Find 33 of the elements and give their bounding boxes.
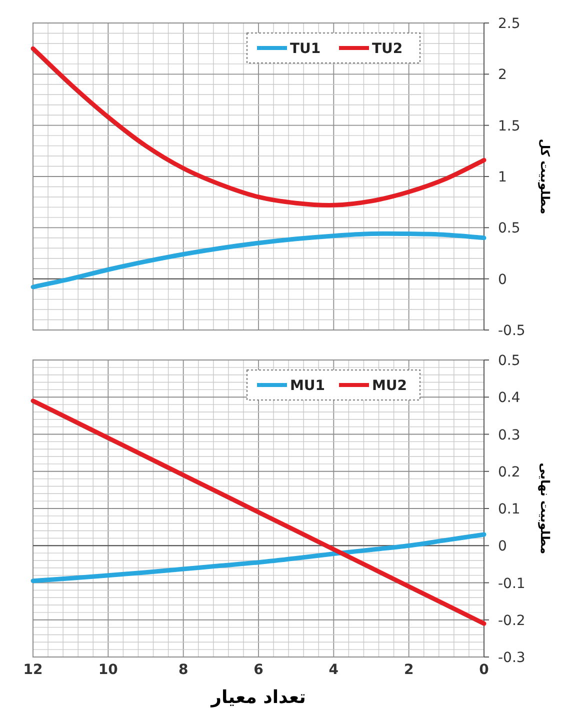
y-tick-label: 0	[498, 272, 507, 288]
line-series	[30, 231, 486, 290]
x-axis-title: تعداد معیار	[210, 687, 306, 708]
x-tick-label: 0	[479, 662, 490, 678]
y-tick-label: 0.5	[498, 220, 520, 237]
y-tick-label: 1.5	[498, 118, 520, 134]
y-tick-label: 2	[498, 67, 507, 84]
y-tick-label: 2.5	[498, 16, 520, 32]
x-tick-label: 6	[254, 662, 264, 678]
y-axis-title: مطلوبیت کل	[538, 138, 552, 214]
y-tick-label: 0	[498, 538, 507, 555]
line-series	[30, 532, 486, 584]
y-tick-label: 0.1	[498, 502, 520, 518]
y-tick-label: -0.5	[498, 323, 526, 339]
legend-label: MU1	[290, 378, 326, 394]
legend-label: TU1	[290, 41, 321, 57]
y-tick-label: 0.2	[498, 464, 520, 480]
y-tick-label: -0.3	[498, 650, 526, 666]
x-tick-label: 4	[328, 662, 339, 678]
y-tick-label: 0.4	[498, 390, 520, 406]
legend-label: TU2	[372, 41, 403, 57]
x-tick-label: 12	[23, 662, 43, 678]
legend-label: MU2	[372, 378, 408, 394]
y-tick-label: 1	[498, 170, 507, 186]
y-axis-title: مطلوبیت نهایی	[538, 462, 552, 554]
y-tick-label: -0.1	[498, 576, 526, 592]
x-tick-label: 10	[98, 662, 118, 678]
y-tick-label: 0.5	[498, 353, 520, 369]
x-tick-label: 2	[404, 662, 414, 678]
y-tick-label: 0.3	[498, 427, 520, 444]
line-series	[30, 398, 486, 626]
x-tick-label: 8	[178, 662, 188, 678]
y-tick-label: -0.2	[498, 612, 526, 629]
